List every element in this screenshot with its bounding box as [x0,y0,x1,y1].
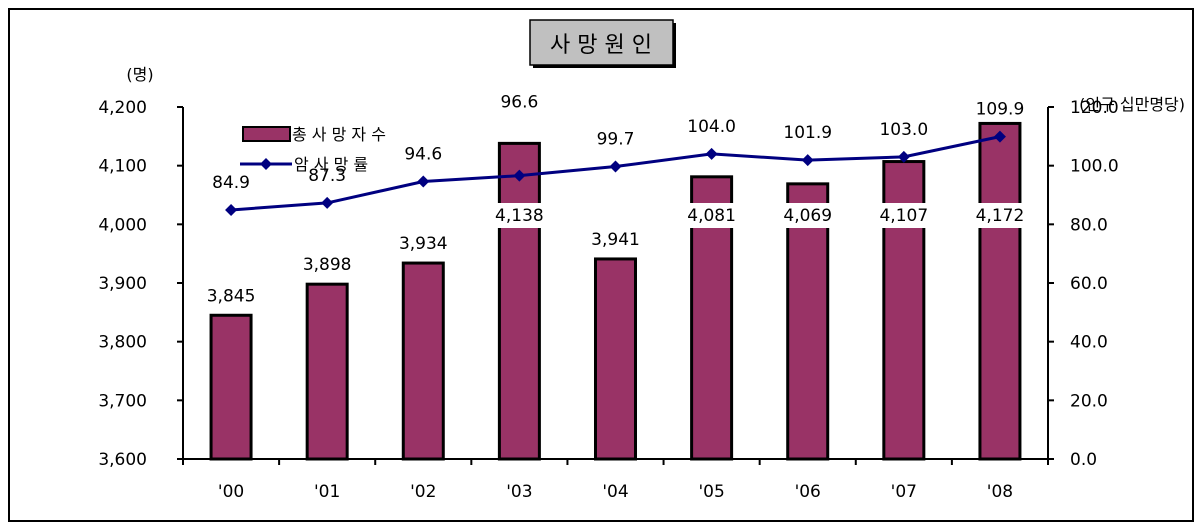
rate-marker [225,203,238,216]
bar-value-label-bg [677,203,746,228]
rate-marker [513,169,526,182]
right-tick-label: 20.0 [1070,391,1108,411]
rate-marker [993,130,1006,143]
rate-marker [321,196,334,209]
x-tick-label: '08 [987,482,1013,502]
x-tick-label: '07 [891,482,917,502]
left-tick-label: 4,100 [98,157,147,177]
bar [978,121,1022,461]
chart-title-box: 사 망 원 인 [529,19,676,68]
legend-line-marker [260,158,272,170]
right-tick-label: 100.0 [1070,157,1119,177]
left-tick-label: 4,000 [98,215,147,235]
labels-layer: 3,845 3,898 3,934 4,138 3,941 4,081 4,069 4,107… [207,93,1034,306]
rate-value-label: 99.7 [597,130,635,150]
x-tick-label: '06 [795,482,821,502]
x-tick-label: '04 [602,482,628,502]
rate-marker [801,154,814,167]
legend-bar-label: 총 사 망 자 수 [292,125,386,144]
left-tick-label: 3,900 [98,274,147,294]
bar [497,141,541,461]
bar-value-label: 3,898 [303,255,352,275]
right-axis-unit: (인구 십만명당) [1079,95,1185,114]
bar-value-label: 4,081 [687,206,736,226]
chart-title-background [529,19,674,66]
right-tick-label: 60.0 [1070,274,1108,294]
rate-value-label: 96.6 [500,93,538,113]
right-tick-label: 120.0 [1070,98,1119,118]
rate-value-label: 109.9 [976,100,1025,120]
bar [305,282,349,461]
rate-marker [897,150,910,163]
x-tick-label: '03 [506,482,532,502]
bar-value-label: 3,934 [399,234,448,254]
bar-value-label: 4,172 [976,206,1025,226]
rate-value-label: 103.0 [879,120,928,140]
rate-value-label: 87.3 [308,166,346,186]
legend-line-label: 암 사 망 률 [294,155,368,174]
x-tick-label: '05 [698,482,724,502]
chart-title: 사 망 원 인 [550,33,652,58]
legend: 총 사 망 자 수 암 사 망 률 [240,125,386,174]
bar [401,261,445,461]
bar-value-label-bg [773,203,842,228]
right-tick-label: 40.0 [1070,333,1108,353]
rate-marker [417,175,430,188]
bar-value-label: 4,107 [879,206,928,226]
legend-bar-swatch [242,126,291,142]
left-axis-unit: (명) [126,65,153,84]
right-tick-label: 80.0 [1070,215,1108,235]
bar [786,182,830,461]
rate-value-label: 101.9 [783,123,832,143]
rate-marker [705,147,718,160]
axes-layer: 3,600 3,700 3,800 3,900 4,000 4,100 4,200 0.0 20… [98,98,1118,502]
left-tick-label: 4,200 [98,98,147,118]
bar [209,313,253,461]
bar-value-label: 3,845 [207,286,256,306]
bar-value-label-bg [965,203,1034,228]
rate-value-label: 94.6 [404,145,442,165]
bar-value-label: 4,138 [495,206,544,226]
bar-value-label-bg [485,203,554,228]
right-tick-label: 0.0 [1070,450,1097,470]
bar [594,257,637,461]
rate-value-label: 84.9 [212,173,250,193]
bar-value-label: 4,069 [783,206,832,226]
x-tick-label: '01 [314,482,340,502]
line-layer [225,130,1006,216]
x-tick-label: '02 [410,482,436,502]
rate-marker [609,160,622,173]
rate-value-label: 104.0 [687,117,736,137]
left-tick-label: 3,600 [98,450,147,470]
left-tick-label: 3,800 [98,333,147,353]
bar-value-label-bg [869,203,938,228]
x-tick-label: '00 [218,482,244,502]
left-tick-label: 3,700 [98,391,147,411]
bar-value-label: 3,941 [591,230,640,250]
